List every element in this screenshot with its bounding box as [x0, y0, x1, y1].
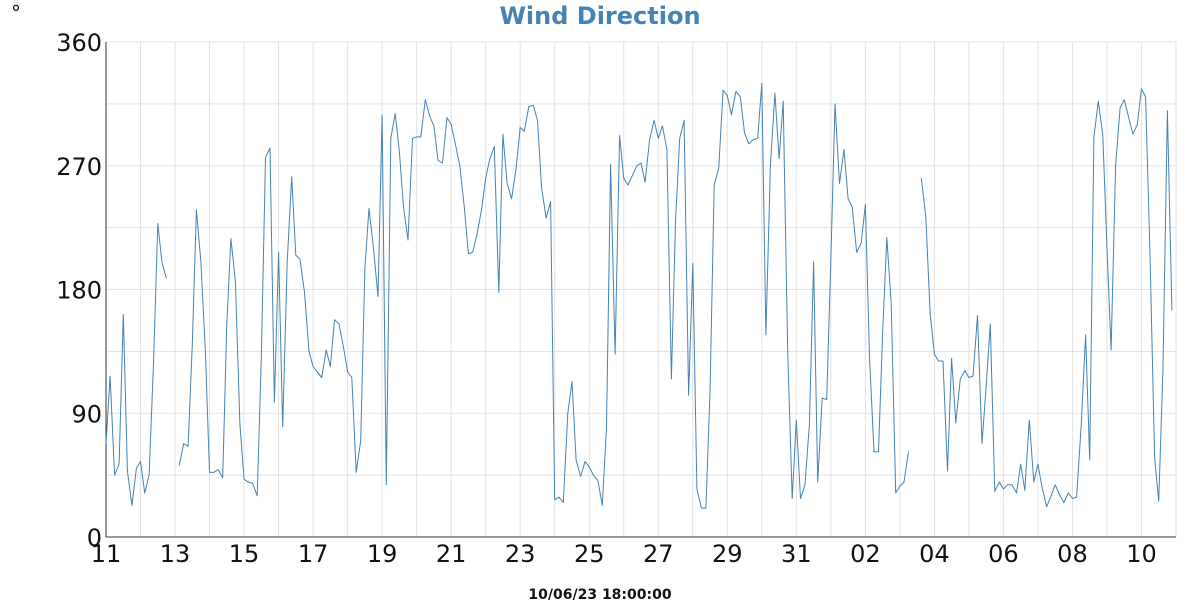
x-tick-label: 10 — [1126, 540, 1157, 568]
footer-timestamp: 10/06/23 18:00:00 — [528, 587, 671, 600]
chart-title: Wind Direction — [499, 2, 700, 30]
x-tick-label: 13 — [160, 540, 191, 568]
x-tick-label: 04 — [919, 540, 950, 568]
y-tick-label: 360 — [56, 29, 102, 57]
y-tick-label: 180 — [56, 277, 102, 305]
x-tick-label: 29 — [712, 540, 743, 568]
series-line — [178, 82, 909, 509]
x-tick-label: 23 — [505, 540, 536, 568]
x-tick-label: 31 — [781, 540, 812, 568]
x-tick-label: 06 — [988, 540, 1019, 568]
x-tick-label: 17 — [298, 540, 329, 568]
x-tick-label: 02 — [850, 540, 881, 568]
unit-label: ° — [11, 1, 21, 25]
x-tick-label: 19 — [367, 540, 398, 568]
y-tick-label: 0 — [87, 524, 102, 552]
series-layer — [105, 82, 1173, 509]
x-tick-label: 11 — [91, 540, 122, 568]
y-tick-label: 90 — [71, 400, 102, 428]
series-line — [105, 223, 167, 506]
series-line — [920, 88, 1173, 508]
y-tick-label: 270 — [56, 153, 102, 181]
label-layer: 0 90 180 270 360 11 13 15 17 19 21 23 25 27 29 31 02 04 06… — [56, 29, 1157, 568]
x-tick-label: 08 — [1057, 540, 1088, 568]
axis-layer — [105, 42, 1176, 538]
x-tick-label: 15 — [229, 540, 260, 568]
x-tick-label: 25 — [574, 540, 605, 568]
x-tick-label: 27 — [643, 540, 674, 568]
grid-layer — [105, 41, 1177, 538]
x-tick-label: 21 — [436, 540, 467, 568]
